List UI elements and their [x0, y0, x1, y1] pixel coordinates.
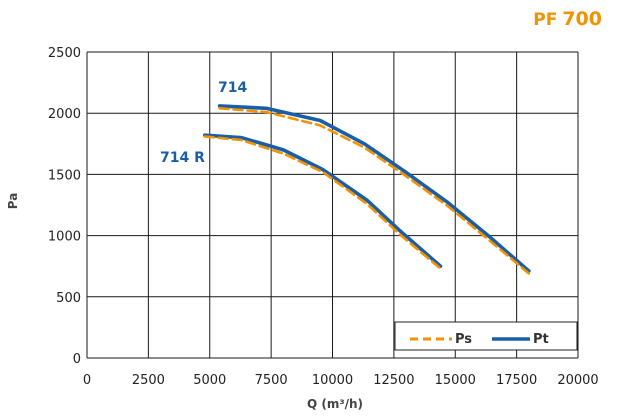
- legend-pt-label: Pt: [533, 332, 549, 347]
- legend-ps-label: Ps: [455, 332, 472, 347]
- brand-title: PF 700: [533, 8, 602, 30]
- y-tick-label: 2000: [48, 107, 81, 122]
- y-axis-label: Pa: [6, 193, 20, 210]
- y-tick-label: 1000: [48, 230, 81, 245]
- y-tick-label: 500: [56, 291, 81, 306]
- brand-prefix: PF: [533, 10, 557, 30]
- y-tick-labels: 0 500 1000 1500 2000 2500: [48, 46, 81, 367]
- grid: [86, 51, 579, 359]
- series-line-714-r-ps: [203, 135, 442, 270]
- x-tick-label: 10000: [312, 373, 353, 388]
- x-axis-label: Q (m³/h): [307, 397, 363, 411]
- y-tick-label: 2500: [48, 46, 81, 61]
- x-tick-label: 17500: [496, 373, 537, 388]
- series-line-714-pt: [217, 104, 531, 273]
- legend: Ps Pt: [394, 321, 578, 351]
- x-tick-label: 20000: [557, 373, 598, 388]
- y-tick-label: 0: [73, 352, 81, 367]
- legend-box: [394, 321, 578, 351]
- x-tick-labels: 0 2500 5000 7500 10000 12500 15000 17500 20000: [83, 373, 599, 388]
- x-tick-label: 7500: [255, 373, 288, 388]
- y-tick-label: 1500: [48, 168, 81, 183]
- series-lines: [203, 104, 531, 275]
- series-line-714-r-pt: [203, 133, 443, 269]
- x-tick-label: 15000: [435, 373, 476, 388]
- curve-label-714-r: 714 R: [160, 150, 205, 166]
- series-line-714-ps: [218, 107, 531, 275]
- x-tick-label: 12500: [373, 373, 414, 388]
- x-tick-label: 0: [83, 373, 91, 388]
- curve-label-714: 714: [218, 80, 247, 96]
- brand-number: 700: [562, 8, 602, 30]
- x-tick-label: 5000: [193, 373, 226, 388]
- x-tick-label: 2500: [132, 373, 165, 388]
